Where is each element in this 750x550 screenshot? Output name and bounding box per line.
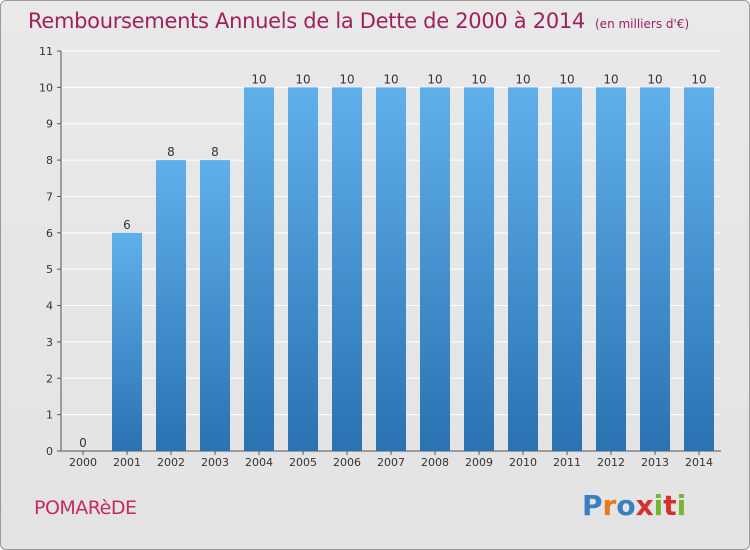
- data-label-2013: 10: [647, 72, 662, 86]
- y-tick-label: 1: [46, 409, 53, 422]
- data-label-2000: 0: [79, 436, 87, 450]
- y-tick-labels: 0 1 2 3 4 5 6 7 8 9 10 11: [39, 45, 53, 458]
- x-tick-label-2014: 2014: [685, 456, 713, 469]
- chart-title-text: Remboursements Annuels de la Dette de 20…: [28, 9, 585, 33]
- bar-2014[interactable]: [684, 87, 714, 451]
- bar-2009[interactable]: [464, 87, 494, 451]
- logo-letter: t: [663, 489, 677, 522]
- data-label-2006: 10: [339, 72, 354, 86]
- y-tick-label: 6: [46, 227, 53, 240]
- logo-letter: i: [676, 489, 687, 522]
- y-tick-label: 7: [46, 190, 53, 203]
- bar-2013[interactable]: [640, 87, 670, 451]
- bar-2005[interactable]: [288, 87, 318, 451]
- x-tick-label-2001: 2001: [113, 456, 141, 469]
- bar-2008[interactable]: [420, 87, 450, 451]
- x-tick-label-2000: 2000: [69, 456, 97, 469]
- bar-2003[interactable]: [200, 160, 230, 451]
- logo-letter: P: [582, 489, 603, 522]
- bar-2002[interactable]: [156, 160, 186, 451]
- x-tick-label-2005: 2005: [289, 456, 317, 469]
- x-tick-label-2004: 2004: [245, 456, 273, 469]
- x-tick-label-2007: 2007: [377, 456, 405, 469]
- data-label-2003: 8: [211, 145, 219, 159]
- bar-2007[interactable]: [376, 87, 406, 451]
- x-tick-label-2012: 2012: [597, 456, 625, 469]
- bar-2012[interactable]: [596, 87, 626, 451]
- data-label-2011: 10: [559, 72, 574, 86]
- x-tick-label-2011: 2011: [553, 456, 581, 469]
- x-tick-label-2013: 2013: [641, 456, 669, 469]
- chart-unit: (en milliers d'€): [595, 17, 690, 31]
- x-tick-label-2010: 2010: [509, 456, 537, 469]
- x-tick-label-2008: 2008: [421, 456, 449, 469]
- data-label-2010: 10: [515, 72, 530, 86]
- data-label-2007: 10: [383, 72, 398, 86]
- bar-2010[interactable]: [508, 87, 538, 451]
- y-tick-label: 4: [46, 300, 53, 313]
- data-label-2012: 10: [603, 72, 618, 86]
- y-tick-label: 11: [39, 45, 53, 58]
- bar-2011[interactable]: [552, 87, 582, 451]
- chart-title: Remboursements Annuels de la Dette de 20…: [28, 9, 689, 33]
- bar-2004[interactable]: [244, 87, 274, 451]
- y-tick-label: 3: [46, 336, 53, 349]
- bars: [112, 87, 714, 451]
- x-tick-label-2009: 2009: [465, 456, 493, 469]
- bar-2001[interactable]: [112, 232, 142, 451]
- y-tick-label: 8: [46, 154, 53, 167]
- data-label-2004: 10: [251, 72, 266, 86]
- x-tick-label-2002: 2002: [157, 456, 185, 469]
- logo-letter: o: [616, 489, 636, 522]
- data-label-2002: 8: [167, 145, 175, 159]
- data-label-2008: 10: [427, 72, 442, 86]
- logo-letter: r: [602, 489, 617, 522]
- y-tick-label: 2: [46, 372, 53, 385]
- data-label-2005: 10: [295, 72, 310, 86]
- x-tick-label-2003: 2003: [201, 456, 229, 469]
- x-tick-labels: 2000 2001 2002 2003 2004 2005 2006 2007 2008 2009…: [69, 456, 713, 469]
- data-label-2009: 10: [471, 72, 486, 86]
- y-tick-label: 9: [46, 118, 53, 131]
- data-label-2014: 10: [691, 72, 706, 86]
- x-tick-label-2006: 2006: [333, 456, 361, 469]
- data-label-2001: 6: [123, 218, 131, 232]
- y-tick-label: 5: [46, 263, 53, 276]
- logo-letter: x: [635, 489, 654, 522]
- commune-name: POMARèDE: [34, 497, 137, 519]
- logo-letter: i: [653, 489, 664, 522]
- data-labels: 0 6 8 8 10 10 10 10 10 10 10 10 10 10 10: [79, 72, 706, 450]
- y-tick-label: 10: [39, 81, 53, 94]
- y-tick-label: 0: [46, 445, 53, 458]
- proxiti-logo[interactable]: Proxiti: [582, 489, 686, 522]
- bar-2006[interactable]: [332, 87, 362, 451]
